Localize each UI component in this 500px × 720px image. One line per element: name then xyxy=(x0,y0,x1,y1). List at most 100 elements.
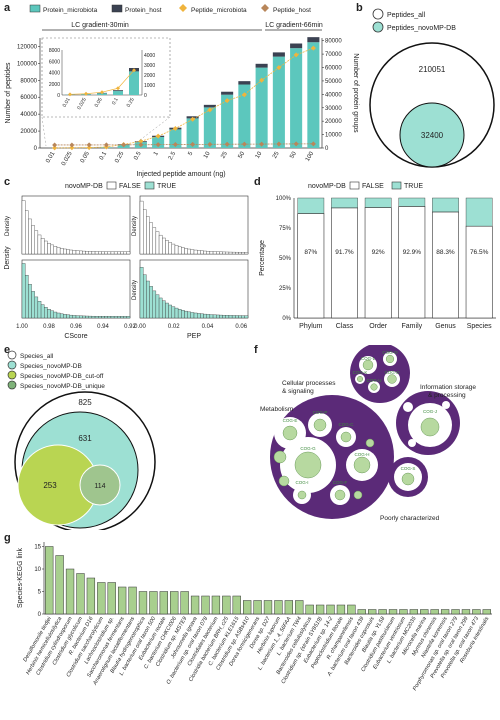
ytick-label-right: 0 xyxy=(325,146,329,152)
xtick-label-right: 0.02 xyxy=(168,324,180,330)
xtick-label-left: 0.92 xyxy=(124,324,136,330)
y-axis-label-bottom-right: Density xyxy=(132,280,138,300)
cog-inner-circle xyxy=(365,438,375,448)
x-tick-label: Phylum xyxy=(299,323,323,330)
hist-bar xyxy=(190,312,195,319)
inset-ytick-left: 6000 xyxy=(49,59,60,65)
hist-bar xyxy=(82,315,86,319)
bar-true xyxy=(432,197,459,213)
point-peptide-microbiota xyxy=(86,145,92,151)
bar xyxy=(472,609,481,615)
legend-label-2: Species_novoMP-DB_cut-off xyxy=(20,373,104,380)
hist-bar xyxy=(143,274,147,319)
hist-bar xyxy=(158,297,163,319)
point-peptide-microbiota xyxy=(241,92,247,98)
hist-bar xyxy=(123,251,127,255)
bar xyxy=(482,609,491,615)
line-peptide-host xyxy=(54,143,314,146)
bar xyxy=(97,582,106,615)
legend-swatch-2 xyxy=(7,370,17,380)
cog-inner-circle xyxy=(353,490,363,500)
hist-bar xyxy=(187,248,191,255)
bar-value-label: 92.9% xyxy=(403,249,422,256)
point-peptide-host xyxy=(224,141,230,147)
cog-label: COG-D xyxy=(385,370,401,375)
hist-bar xyxy=(47,309,51,319)
venn-value-all: 210051 xyxy=(419,65,446,74)
hist-bar xyxy=(94,251,99,255)
hist-bar xyxy=(231,315,236,319)
cog-inner-circle xyxy=(273,450,287,464)
hist-bar xyxy=(72,250,77,255)
bar xyxy=(65,568,75,615)
hist-bar xyxy=(126,251,131,255)
hist-bar xyxy=(91,251,96,255)
x-tick-label: 0.05 xyxy=(80,150,91,164)
panel-e-venn: Species_all Species_novoMP-DB Species_novo… xyxy=(7,350,156,530)
bar xyxy=(117,586,127,615)
hist-bar xyxy=(219,251,223,255)
legend-label-true: TRUE xyxy=(157,183,176,190)
hist-bar xyxy=(123,316,127,319)
legend-swatch-0 xyxy=(7,350,17,360)
inset-ytick-right: 3000 xyxy=(144,63,155,69)
x-axis-label: Injected peptide amount (ng) xyxy=(136,171,225,178)
bar xyxy=(347,604,356,615)
hist-bar xyxy=(101,316,105,319)
hist-bar xyxy=(165,240,169,255)
bar-true xyxy=(465,197,493,227)
hist-bar xyxy=(31,225,35,255)
point-peptide-host xyxy=(190,141,196,147)
hist-bar xyxy=(174,307,179,319)
hist-bar xyxy=(120,251,124,255)
inset-ytick-right: 0 xyxy=(144,93,147,99)
bar-value-label: 92% xyxy=(372,249,385,256)
hist-bar xyxy=(69,314,73,319)
point-peptide-host xyxy=(207,141,213,147)
hist-bar xyxy=(244,315,249,319)
bar xyxy=(222,595,231,615)
hist-bar xyxy=(216,251,220,255)
bar-protein-microbiota xyxy=(307,42,320,148)
cog-white-circle xyxy=(403,402,413,412)
point-peptide-host xyxy=(86,142,92,148)
point-peptide-microbiota xyxy=(224,98,230,104)
hist-bar xyxy=(171,243,176,255)
hist-bar xyxy=(69,249,73,255)
panel-c-histograms: novoMP-DB FALSE TRUE Density Density Density D… xyxy=(4,181,249,340)
ytick-label-left: 120000 xyxy=(17,44,38,50)
venn-value-novomp: 32400 xyxy=(421,131,444,140)
bar xyxy=(76,573,85,615)
inset-bar-protein-host xyxy=(113,90,123,92)
panel-label-f: f xyxy=(254,344,258,356)
line-peptide-microbiota xyxy=(54,47,314,149)
bar-false xyxy=(465,225,493,319)
cog-inner-circle xyxy=(294,451,322,479)
ytick-label-right: 50000 xyxy=(325,79,342,85)
x-axis-label-left: CScore xyxy=(64,333,87,340)
hist-bar xyxy=(59,248,64,255)
x-tick-label: Family xyxy=(402,323,423,330)
hist-bar xyxy=(126,316,131,319)
hist-bar xyxy=(53,246,58,255)
bar-false xyxy=(331,207,358,319)
x-tick-label: 50 xyxy=(289,150,298,159)
cog-label: COG-I xyxy=(296,480,309,485)
point-peptide-host xyxy=(52,142,58,148)
hist-bar xyxy=(139,267,144,319)
panel-a-chart: Protein_microbiota Protein_host Peptide_mi… xyxy=(5,4,359,178)
hist-bar xyxy=(98,316,102,319)
inset-frame xyxy=(41,37,171,118)
xtick-label-left: 0.96 xyxy=(70,324,82,330)
cog-inner-circle xyxy=(362,359,374,371)
hist-bar xyxy=(181,310,185,319)
label-cellular-processes: Cellular processes xyxy=(282,380,336,387)
ytick-label-left: 0 xyxy=(34,146,38,152)
x-tick-label: Class xyxy=(336,323,354,330)
legend-label-false: FALSE xyxy=(119,183,141,190)
x-tick-label: 0.1 xyxy=(99,150,109,161)
hist-bar xyxy=(107,316,112,319)
hist-bar xyxy=(44,240,48,255)
ytick-label: 75% xyxy=(279,226,292,232)
bar xyxy=(170,591,179,615)
